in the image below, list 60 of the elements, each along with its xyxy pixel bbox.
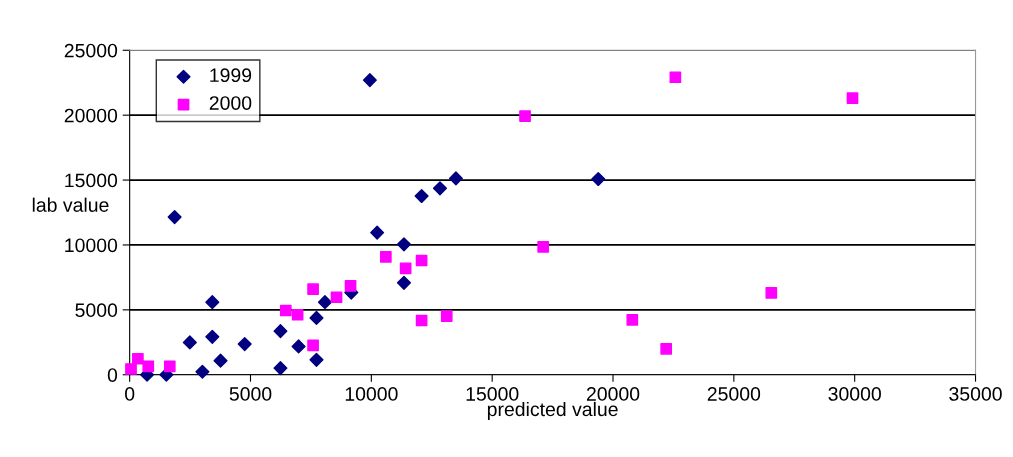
point: [396, 275, 412, 290]
x-tick-label: 15000: [466, 387, 519, 401]
point: [195, 364, 210, 379]
y-tick-label: 0: [107, 368, 118, 382]
point: [846, 92, 859, 105]
point: [591, 171, 606, 187]
point: [440, 310, 453, 323]
point: [213, 353, 228, 368]
x-axis-title: predicted value: [487, 401, 618, 421]
point: [279, 304, 292, 317]
x-tick-label: 20000: [586, 387, 640, 401]
x-tick-label: 10000: [345, 387, 398, 401]
point: [307, 339, 319, 352]
point: [205, 295, 220, 310]
point: [182, 335, 197, 350]
point: [415, 314, 428, 327]
point: [344, 279, 357, 292]
point: [317, 295, 332, 310]
x-tick-label: 25000: [707, 387, 761, 401]
point: [669, 71, 682, 84]
point: [626, 313, 639, 326]
point: [291, 339, 306, 354]
x-tick-label: 5000: [229, 387, 272, 401]
y-tick-label: 5000: [75, 303, 118, 318]
point: [163, 360, 176, 373]
legend-label: 2000: [209, 96, 252, 110]
point: [273, 324, 288, 339]
point: [537, 241, 550, 253]
y-tick-label: 10000: [65, 238, 118, 253]
point: [432, 181, 448, 196]
point: [167, 209, 182, 225]
y-tick-label: 20000: [64, 108, 118, 123]
y-tick-label: 25000: [64, 43, 118, 58]
point: [448, 171, 463, 186]
y-axis-title: lab value: [32, 197, 109, 212]
x-tick-label: 0: [125, 387, 135, 401]
point: [142, 360, 155, 373]
point: [237, 337, 252, 352]
point: [309, 310, 324, 325]
legend-label: 1999: [210, 68, 252, 83]
point: [132, 352, 144, 365]
point: [414, 188, 429, 204]
point: [370, 225, 385, 240]
point: [660, 342, 673, 355]
point: [291, 308, 304, 321]
point: [399, 262, 412, 275]
point: [765, 286, 778, 299]
point: [362, 73, 377, 88]
x-tick-label: 30000: [828, 387, 881, 401]
x-tick-label: 35000: [949, 387, 1002, 401]
point: [415, 254, 428, 267]
point: [309, 352, 324, 367]
point: [379, 251, 392, 263]
point: [273, 361, 288, 376]
point: [396, 237, 412, 252]
point: [330, 291, 343, 304]
point: [205, 329, 220, 344]
point: [307, 283, 319, 296]
y-tick-label: 15000: [65, 173, 118, 188]
point: [519, 110, 531, 123]
